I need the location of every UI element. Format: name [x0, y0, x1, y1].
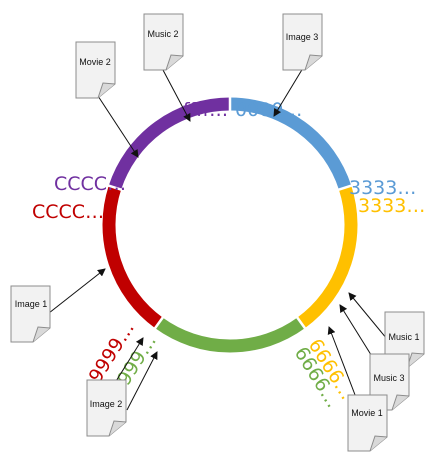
arrow-image-2b — [126, 351, 158, 411]
arrow-image-2a — [112, 337, 144, 387]
arrows — [48, 67, 388, 411]
document-label: Music 1 — [388, 332, 419, 342]
document-label: Image 2 — [90, 399, 123, 409]
hash-label-3333-blue: 3333… — [349, 177, 416, 199]
hash-labels: 0000… 3333… 3333… 6666… 6666… 9999… 9999… — [32, 99, 425, 412]
document-music-2: Music 2 — [143, 13, 184, 71]
ring-segment-gold — [297, 185, 358, 329]
hash-label-ffff-purple: ffff… — [183, 99, 228, 121]
document-label: Image 1 — [15, 299, 48, 309]
document-movie-2: Movie 2 — [75, 41, 116, 99]
hash-label-cccc-purple: CCCC… — [54, 173, 126, 195]
document-image-3: Image 3 — [282, 13, 323, 71]
document-image-1: Image 1 — [10, 285, 51, 343]
ring-separator — [153, 315, 165, 331]
document-label: Music 2 — [147, 29, 178, 39]
document-label: Music 3 — [373, 373, 404, 383]
hash-label-0000-blue: 0000… — [235, 99, 302, 121]
ring-segment-red — [102, 185, 163, 329]
ring-separator — [337, 183, 354, 192]
hash-label-cccc-red: CCCC… — [32, 201, 104, 223]
ring-segment-purple — [108, 97, 231, 190]
document-label: Movie 1 — [351, 408, 383, 418]
ring-separator — [295, 315, 307, 331]
ring-separator — [106, 183, 123, 192]
hash-label-3333-gold: 3333… — [358, 195, 425, 217]
document-label: Movie 2 — [79, 57, 111, 67]
documents: Music 2 Image 3 Movie 2 Image 1 Image 2 … — [10, 13, 425, 452]
ring-separators — [106, 96, 354, 331]
arrow-music-2 — [162, 69, 191, 122]
arrow-music-1 — [348, 292, 388, 340]
arrow-movie-1 — [327, 326, 358, 401]
arrow-movie-2 — [97, 95, 139, 158]
document-movie-1: Movie 1 — [347, 394, 388, 452]
arrow-image-1 — [48, 268, 106, 314]
document-label: Image 3 — [286, 32, 319, 42]
ring-segment-green — [155, 317, 305, 353]
hash-ring — [102, 97, 358, 353]
document-image-2: Image 2 — [86, 379, 127, 437]
ring-segment-blue — [229, 97, 352, 190]
arrow-image-3 — [273, 67, 304, 117]
